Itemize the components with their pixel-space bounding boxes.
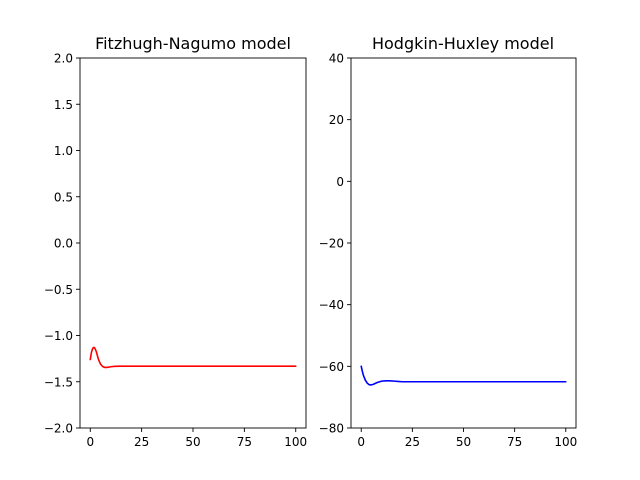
y-tick-label: 0	[336, 175, 344, 189]
y-axis: −2.0 −1.5 −1.0 −0.5 0.0 0.5 1.0 1.5 2.0	[44, 52, 80, 436]
y-tick-label: 1.5	[54, 98, 73, 112]
y-tick-label: −40	[319, 298, 344, 312]
x-axis: 0 25 50 75 100	[357, 428, 577, 449]
y-tick-label: 1.0	[54, 144, 73, 158]
x-tick-label: 75	[507, 435, 522, 449]
x-axis: 0 25 50 75 100	[86, 428, 307, 449]
y-tick-label: −1.0	[44, 329, 73, 343]
series-line	[89, 346, 297, 369]
series-line	[360, 365, 567, 386]
axes-frame	[79, 57, 307, 429]
hodgkin-huxley-panel: Hodgkin-Huxley model 0 25 50 75 100 −80 −60 −4…	[319, 34, 578, 449]
y-tick-label: 20	[329, 113, 344, 127]
y-tick-label: 40	[329, 52, 344, 66]
plot-area	[89, 346, 297, 369]
y-tick-label: −60	[319, 360, 344, 374]
plot-area	[360, 365, 567, 386]
y-tick-label: −1.5	[44, 375, 73, 389]
y-tick-label: 0.0	[54, 237, 73, 251]
y-tick-label: −80	[319, 422, 344, 436]
x-tick-label: 50	[456, 435, 471, 449]
y-tick-label: −0.5	[44, 283, 73, 297]
x-tick-label: 50	[185, 435, 200, 449]
x-tick-label: 75	[237, 435, 252, 449]
axes-frame	[350, 57, 577, 429]
x-tick-label: 25	[134, 435, 149, 449]
x-tick-label: 100	[284, 435, 307, 449]
fitzhugh-nagumo-panel: Fitzhugh-Nagumo model 0 25 50 75 100 −2.0 −1.…	[44, 34, 307, 449]
x-tick-label: 0	[357, 435, 365, 449]
chart-title: Hodgkin-Huxley model	[372, 34, 554, 53]
x-tick-label: 25	[405, 435, 420, 449]
y-tick-label: 2.0	[54, 52, 73, 66]
y-tick-label: −2.0	[44, 422, 73, 436]
x-tick-label: 0	[86, 435, 94, 449]
chart-title: Fitzhugh-Nagumo model	[95, 34, 291, 53]
y-tick-label: 0.5	[54, 190, 73, 204]
y-axis: −80 −60 −40 −20 0 20 40	[319, 52, 351, 436]
y-tick-label: −20	[319, 237, 344, 251]
x-tick-label: 100	[554, 435, 577, 449]
